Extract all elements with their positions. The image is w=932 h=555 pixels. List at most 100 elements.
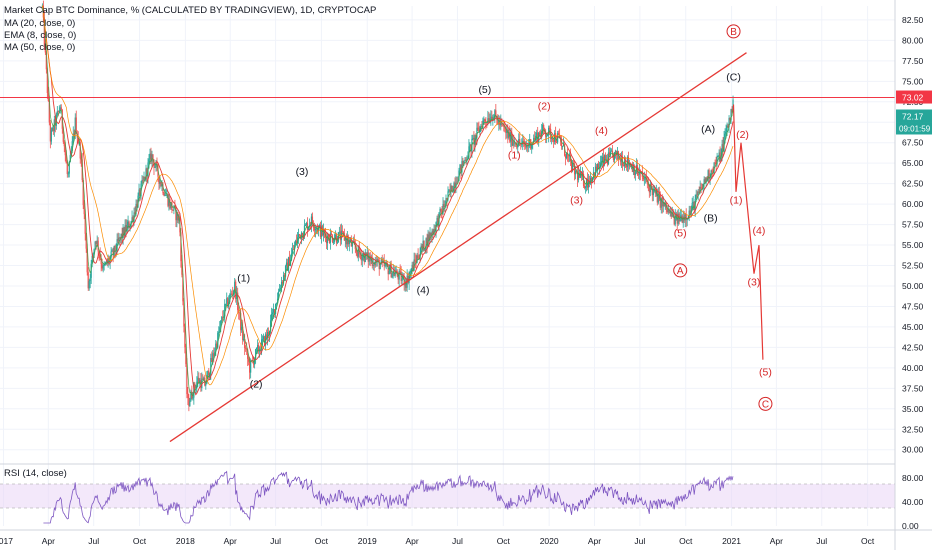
indicator-ma50[interactable]: MA (50, close, 0)	[4, 42, 76, 53]
candle-body	[671, 212, 673, 217]
candle-body	[304, 225, 307, 226]
candle-body	[168, 199, 170, 206]
rsi-line	[43, 470, 734, 524]
candle-body	[379, 264, 381, 270]
candle-body	[478, 128, 480, 133]
candle-body	[320, 226, 323, 237]
candle-body	[342, 231, 344, 234]
candle-body	[185, 347, 187, 365]
candle-body	[141, 179, 143, 184]
candle-body	[465, 159, 467, 161]
candle-body	[292, 249, 295, 251]
candle-body	[614, 150, 617, 153]
candle-body	[561, 141, 563, 147]
indicator-ma20[interactable]: MA (20, close, 0)	[4, 18, 76, 29]
candle-body	[285, 262, 288, 266]
candle-body	[508, 132, 510, 138]
candle-body	[151, 154, 153, 162]
candle-body	[394, 273, 396, 276]
candle-body	[258, 344, 260, 352]
candle-body	[262, 339, 264, 341]
trendline	[169, 52, 747, 443]
candle-body	[629, 163, 631, 167]
candle-body	[391, 273, 393, 278]
candle-body	[167, 194, 169, 206]
candle-body	[301, 232, 304, 238]
wave-label: (C)	[726, 72, 741, 84]
candle-body	[227, 298, 229, 307]
candle-body	[175, 207, 177, 221]
candle-body	[325, 236, 328, 244]
candle-body	[387, 266, 389, 275]
candle-body	[62, 128, 64, 142]
candle-body	[724, 133, 726, 138]
candle-body	[79, 142, 81, 159]
candle-body	[123, 227, 125, 237]
candle-body	[187, 394, 189, 399]
candle-body	[692, 202, 694, 203]
candle-body	[198, 377, 200, 384]
candle-body	[148, 159, 150, 163]
candle-body	[637, 174, 639, 176]
candle-body	[229, 294, 231, 302]
candle-body	[525, 145, 527, 148]
candle-body	[60, 107, 62, 110]
candle-body	[235, 281, 237, 299]
time-axis-tick: 2021	[722, 536, 741, 546]
candle-body	[556, 141, 558, 143]
candle-body	[558, 133, 560, 136]
indicator-ema8[interactable]: EMA (8, close, 0)	[4, 30, 77, 41]
candle-body	[721, 144, 723, 156]
candle-body	[517, 145, 519, 148]
candle-body	[658, 193, 660, 196]
candle-body	[623, 160, 626, 167]
candle-body	[243, 338, 245, 341]
candle-body	[619, 158, 622, 162]
candle-body	[213, 353, 215, 356]
candle-body	[592, 172, 595, 178]
candle-body	[512, 141, 514, 146]
candle-body	[580, 172, 583, 177]
candle-body	[307, 226, 310, 230]
candle-body	[545, 132, 547, 137]
candle-body	[522, 140, 524, 143]
candle-body	[95, 241, 97, 245]
candle-body	[341, 230, 343, 232]
candle-body	[416, 255, 418, 263]
candle-body	[339, 231, 341, 241]
candle-body	[69, 155, 71, 163]
candle-body	[239, 312, 241, 314]
candle-body	[345, 237, 347, 245]
candle-body	[542, 124, 544, 132]
ma50-line	[42, 5, 734, 386]
candle-body	[420, 245, 422, 254]
rsi-label[interactable]: RSI (14, close)	[4, 468, 67, 479]
wave-label: (3)	[296, 166, 309, 178]
last-price-tag-bg	[896, 109, 932, 123]
candle-body	[267, 332, 270, 335]
candle-body	[470, 144, 472, 152]
candle-body	[647, 184, 649, 185]
candle-body	[183, 301, 185, 327]
candle-body	[135, 203, 137, 215]
candle-body	[707, 170, 709, 181]
candle-body	[476, 127, 478, 138]
price-axis-tick: 35.00	[902, 404, 924, 414]
candle-body	[731, 109, 733, 113]
candle-body	[685, 214, 687, 220]
candle-body	[178, 217, 180, 221]
candle-body	[128, 221, 130, 228]
candle-body	[146, 168, 148, 177]
candle-body	[210, 357, 212, 374]
candle-body	[562, 145, 564, 147]
candle-body	[422, 240, 424, 249]
price-axis-tick: 45.00	[902, 322, 924, 332]
candle-body	[306, 223, 309, 230]
candle-body	[50, 130, 52, 142]
candle-body	[627, 157, 629, 166]
candle-body	[584, 186, 587, 188]
candle-body	[220, 320, 222, 328]
candle-body	[161, 184, 163, 187]
candle-body	[46, 69, 48, 93]
